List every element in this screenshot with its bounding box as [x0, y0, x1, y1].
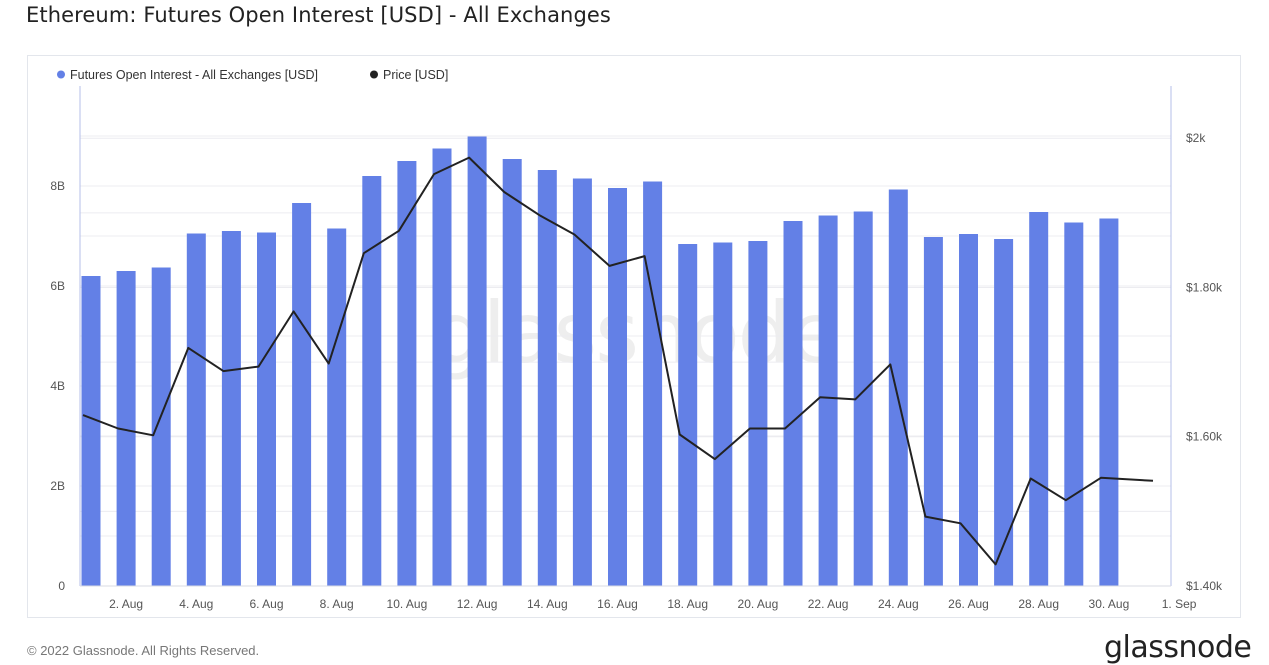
x-tick-label: 22. Aug [808, 597, 849, 611]
bar [81, 276, 101, 586]
bar [1064, 222, 1084, 586]
chart-frame [27, 55, 1241, 618]
axes: 0 2B 4B 6B 8B $1.40k $1.60k $1.80k $2k 2. Aug 4. A… [50, 86, 1223, 611]
x-tick-label: 18. Aug [667, 597, 708, 611]
x-tick-label: 28. Aug [1018, 597, 1059, 611]
legend-marker [57, 70, 65, 79]
x-tick-label: 2. Aug [109, 597, 143, 611]
y-left-tick-label: 4B [50, 379, 65, 393]
y-right-tick-label: $1.60k [1186, 430, 1223, 444]
bar [783, 221, 803, 586]
x-tick-label: 1. Sep [1162, 597, 1197, 611]
bar [397, 161, 417, 586]
bar [502, 159, 522, 586]
page-title: Ethereum: Futures Open Interest [USD] - … [26, 3, 611, 27]
bar [572, 178, 592, 586]
y-right-tick-label: $2k [1186, 131, 1206, 145]
legend-item-price[interactable]: Price [USD] [370, 68, 448, 82]
y-left-tick-label: 6B [50, 279, 65, 293]
glassnode-logo: glassnode [1104, 630, 1252, 665]
x-tick-label: 14. Aug [527, 597, 568, 611]
bar [327, 228, 347, 586]
bar [362, 176, 382, 586]
x-tick-label: 8. Aug [320, 597, 354, 611]
bar [292, 203, 312, 586]
bar [151, 267, 171, 586]
bar [608, 188, 627, 586]
bar [678, 244, 698, 586]
bar [186, 233, 206, 586]
x-tick-label: 24. Aug [878, 597, 919, 611]
x-tick-label: 30. Aug [1089, 597, 1130, 611]
y-left-tick-label: 8B [50, 179, 65, 193]
price-line-series [82, 156, 1154, 566]
legend-label: Price [USD] [383, 68, 448, 82]
x-tick-label: 16. Aug [597, 597, 638, 611]
legend-marker [370, 70, 378, 79]
bar [923, 237, 943, 586]
bar [713, 242, 733, 586]
x-tick-label: 20. Aug [738, 597, 779, 611]
legend[interactable]: Futures Open Interest - All Exchanges [U… [57, 68, 448, 82]
bar [853, 211, 873, 586]
x-tick-label: 26. Aug [948, 597, 989, 611]
legend-item-open-interest[interactable]: Futures Open Interest - All Exchanges [U… [57, 68, 318, 82]
legend-label: Futures Open Interest - All Exchanges [U… [70, 68, 318, 82]
x-tick-label: 6. Aug [249, 597, 283, 611]
y-right-tick-label: $1.80k [1186, 280, 1223, 294]
y-right-tick-label: $1.40k [1186, 579, 1223, 593]
bar [994, 239, 1014, 586]
bar [643, 181, 663, 586]
bar [959, 234, 978, 586]
bar [257, 232, 276, 586]
x-tick-label: 4. Aug [179, 597, 213, 611]
bar [221, 231, 241, 586]
bar [537, 170, 557, 586]
bar [818, 215, 838, 586]
copyright-text: © 2022 Glassnode. All Rights Reserved. [27, 643, 260, 658]
bar [748, 241, 768, 586]
watermark: glassnode [431, 284, 838, 382]
x-tick-label: 10. Aug [387, 597, 428, 611]
price-line [82, 156, 1154, 566]
bar [116, 271, 136, 586]
bar [432, 148, 452, 586]
bar [1099, 218, 1119, 586]
bar [467, 136, 487, 586]
bar [888, 189, 908, 586]
y-left-tick-label: 0 [58, 579, 65, 593]
x-tick-label: 12. Aug [457, 597, 498, 611]
y-left-tick-label: 2B [50, 479, 65, 493]
bar-series [81, 136, 1119, 586]
bar [1029, 212, 1049, 586]
